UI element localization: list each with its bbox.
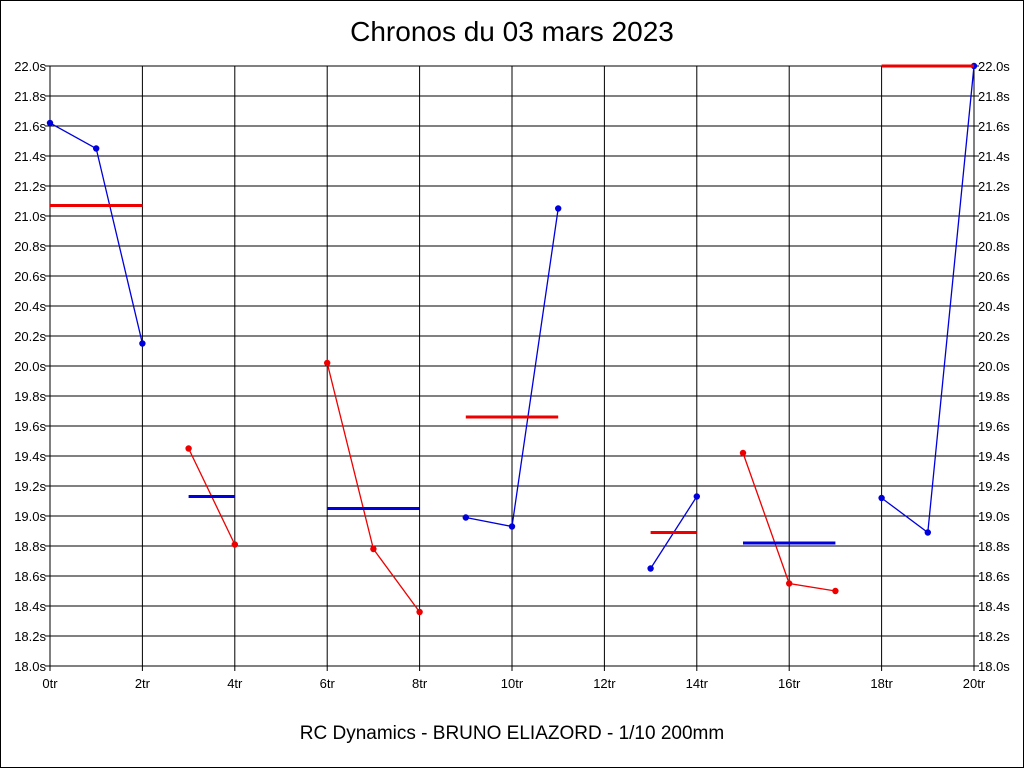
- y-tick-label-right: 21.8s: [978, 89, 1010, 104]
- x-tick-label: 8tr: [412, 676, 428, 691]
- grid-lines: [45, 65, 979, 671]
- x-tick-label: 4tr: [227, 676, 243, 691]
- data-point: [139, 340, 146, 347]
- tick-labels: 18.0s 18.0s 18.2s 18.2s 18.4s 18.4s 18.6s 18.6s…: [14, 59, 1010, 691]
- y-tick-label-right: 21.4s: [978, 149, 1010, 164]
- y-tick-label-right: 18.6s: [978, 569, 1010, 584]
- data-point: [832, 587, 839, 595]
- chart-title: Chronos du 03 mars 2023: [350, 16, 674, 47]
- x-tick-label: 2tr: [135, 676, 151, 691]
- y-tick-label-left: 19.6s: [14, 419, 46, 434]
- y-tick-label-left: 20.6s: [14, 269, 46, 284]
- data-point: [739, 449, 747, 457]
- y-tick-label-left: 21.2s: [14, 179, 46, 194]
- x-tick-label: 14tr: [686, 676, 709, 691]
- y-tick-label-right: 20.4s: [978, 299, 1010, 314]
- data-point: [185, 445, 192, 452]
- y-tick-label-right: 20.2s: [978, 329, 1010, 344]
- y-tick-label-left: 18.6s: [14, 569, 46, 584]
- y-tick-label-left: 19.2s: [14, 479, 46, 494]
- y-tick-label-right: 18.8s: [978, 539, 1010, 554]
- y-tick-label-right: 18.4s: [978, 599, 1010, 614]
- y-tick-label-right: 21.2s: [978, 179, 1010, 194]
- data-point: [647, 565, 654, 572]
- y-tick-label-right: 19.2s: [978, 479, 1010, 494]
- data-point: [324, 359, 331, 367]
- data-point: [786, 580, 793, 587]
- y-tick-label-left: 21.0s: [14, 209, 46, 224]
- data-point: [46, 119, 54, 127]
- series-group: [739, 449, 839, 595]
- series-group: [878, 62, 978, 536]
- y-tick-label-left: 20.4s: [14, 299, 46, 314]
- y-tick-label-left: 18.8s: [14, 539, 46, 554]
- y-tick-label-right: 18.0s: [978, 659, 1010, 674]
- data-point: [924, 529, 931, 536]
- x-tick-label: 20tr: [963, 676, 986, 691]
- series-group: [46, 119, 146, 347]
- data-point: [693, 493, 700, 500]
- data-point: [416, 608, 423, 616]
- average-lines: [50, 64, 974, 545]
- data-point: [508, 523, 516, 530]
- x-tick-label: 12tr: [593, 676, 616, 691]
- y-tick-label-right: 18.2s: [978, 629, 1010, 644]
- y-tick-label-left: 20.8s: [14, 239, 46, 254]
- x-tick-label: 6tr: [320, 676, 336, 691]
- x-tick-label: 0tr: [42, 676, 58, 691]
- data-point: [93, 145, 100, 152]
- data-point: [878, 494, 885, 502]
- y-tick-label-left: 21.8s: [14, 89, 46, 104]
- y-tick-label-right: 22.0s: [978, 59, 1010, 74]
- y-tick-label-right: 19.6s: [978, 419, 1010, 434]
- y-tick-label-left: 21.4s: [14, 149, 46, 164]
- data-point: [462, 514, 469, 521]
- y-tick-label-right: 19.8s: [978, 389, 1010, 404]
- y-tick-label-left: 22.0s: [14, 59, 46, 74]
- series-marks: [46, 62, 978, 616]
- data-point: [370, 545, 377, 553]
- y-tick-label-left: 18.4s: [14, 599, 46, 614]
- series-group: [324, 359, 423, 616]
- chart-footer: RC Dynamics - BRUNO ELIAZORD - 1/10 200m…: [299, 723, 725, 744]
- y-tick-label-left: 21.6s: [14, 119, 46, 134]
- x-tick-label: 10tr: [501, 676, 524, 691]
- series-line: [881, 65, 975, 534]
- x-tick-label: 16tr: [778, 676, 801, 691]
- series-line: [326, 362, 421, 613]
- y-tick-label-left: 18.0s: [14, 659, 46, 674]
- y-tick-label-right: 20.6s: [978, 269, 1010, 284]
- y-tick-label-left: 19.8s: [14, 389, 46, 404]
- y-tick-label-left: 18.2s: [14, 629, 46, 644]
- y-tick-label-right: 20.0s: [978, 359, 1010, 374]
- y-tick-label-right: 21.6s: [978, 119, 1010, 134]
- y-tick-label-left: 19.0s: [14, 509, 46, 524]
- y-tick-label-right: 19.0s: [978, 509, 1010, 524]
- y-tick-label-left: 19.4s: [14, 449, 46, 464]
- data-point: [555, 205, 562, 212]
- y-tick-label-right: 21.0s: [978, 209, 1010, 224]
- y-tick-label-right: 19.4s: [978, 449, 1010, 464]
- y-tick-label-left: 20.2s: [14, 329, 46, 344]
- data-point: [231, 541, 238, 548]
- x-tick-label: 18tr: [870, 676, 893, 691]
- y-tick-label-right: 20.8s: [978, 239, 1010, 254]
- series-group: [462, 205, 562, 530]
- y-tick-label-left: 20.0s: [14, 359, 46, 374]
